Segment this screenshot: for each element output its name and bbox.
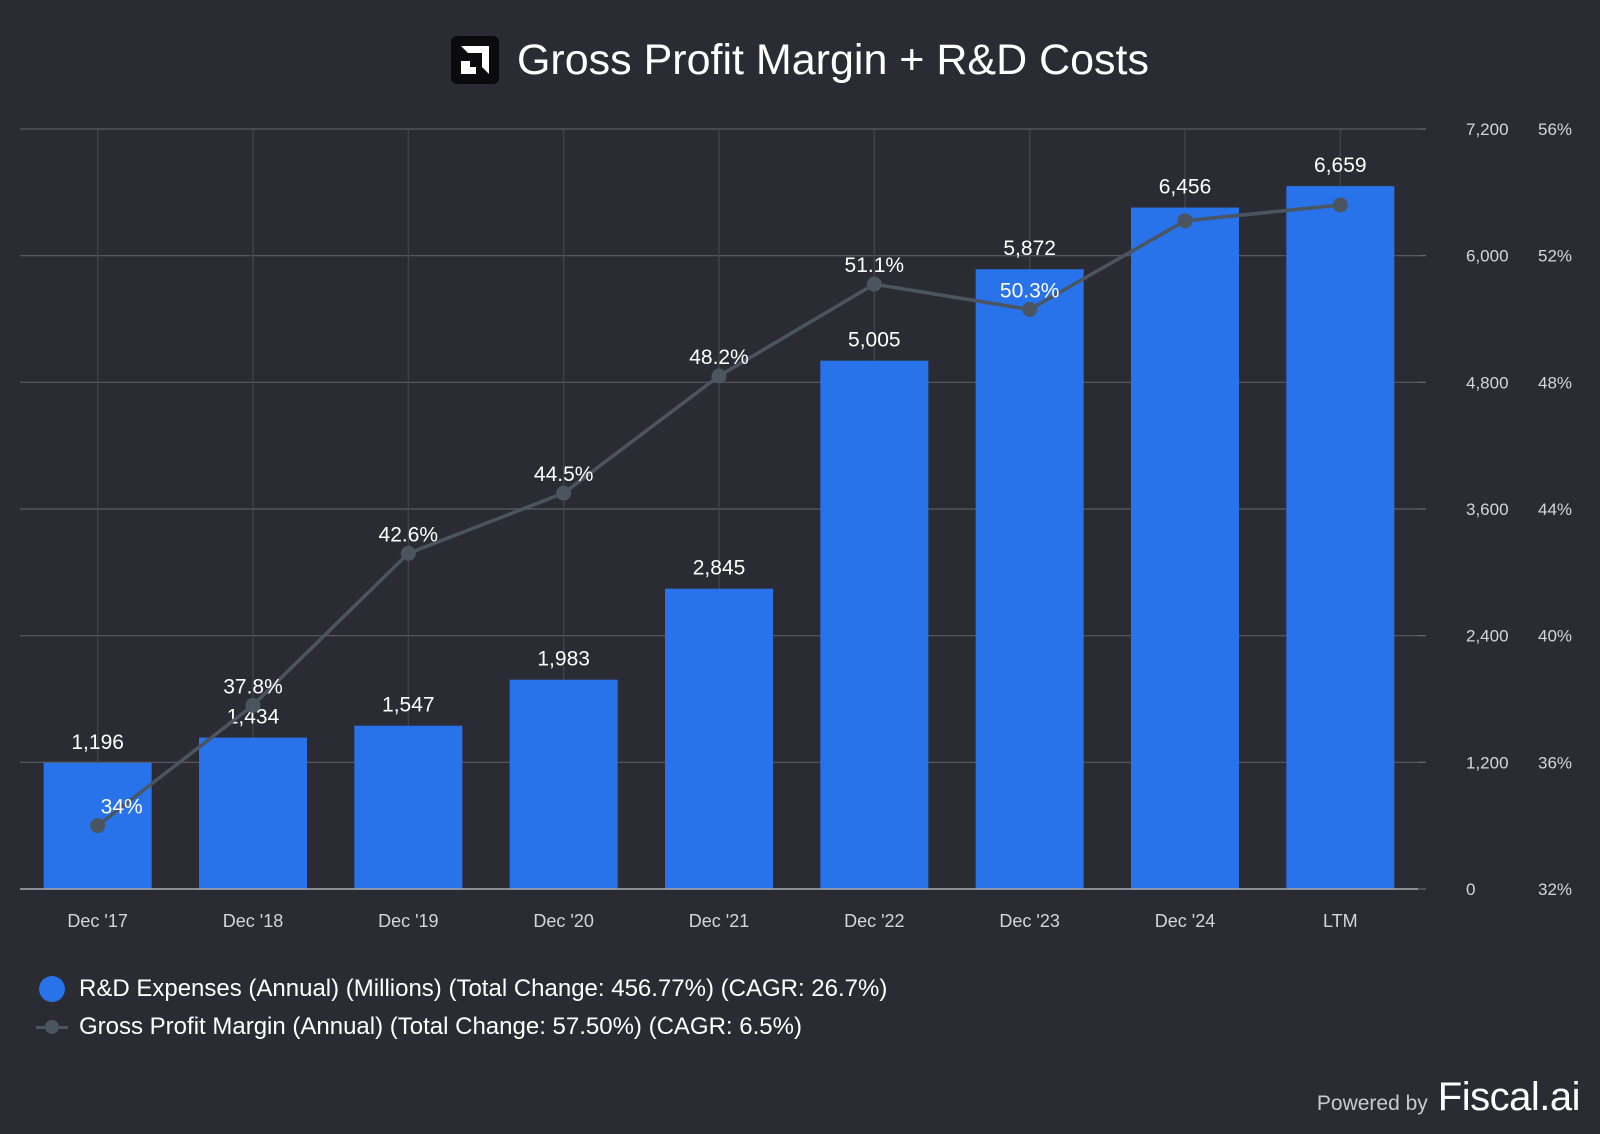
line-point <box>1177 213 1193 229</box>
legend-label: R&D Expenses (Annual) (Millions) (Total … <box>79 975 888 1002</box>
x-tick-label: LTM <box>1323 911 1358 931</box>
y-left-tick-label: 0 <box>1466 880 1475 899</box>
line-point <box>1332 197 1348 213</box>
x-tick-label: Dec '21 <box>689 911 749 931</box>
y-right-tick-label: 36% <box>1538 753 1572 772</box>
y-right-tick-label: 48% <box>1538 373 1572 392</box>
chart-title: Gross Profit Margin + R&D Costs <box>516 35 1150 84</box>
bar <box>975 269 1084 890</box>
legend-dot-icon <box>39 976 65 1002</box>
legend-label: Gross Profit Margin (Annual) (Total Chan… <box>79 1013 802 1040</box>
powered-by-text: Powered by <box>1316 1092 1428 1115</box>
bar <box>1131 207 1239 890</box>
x-tick-label: Dec '17 <box>67 911 127 931</box>
bar-value-label: 1,547 <box>382 694 435 717</box>
y-right-tick-label: 56% <box>1538 120 1572 139</box>
bar-value-label: 1,434 <box>227 706 280 729</box>
legend-line-icon <box>36 1014 68 1040</box>
y-left-tick-label: 1,200 <box>1466 753 1509 772</box>
bar <box>820 360 929 889</box>
chart-plot: 0 32% 1,200 36% 2,400 40% 3,600 44% 4,800 48% 6,00… <box>20 120 1572 931</box>
x-tick-label: Dec '23 <box>999 911 1059 931</box>
line-point <box>866 276 882 292</box>
brand-logo[interactable]: Fiscal.ai <box>1437 1075 1581 1119</box>
line-point <box>90 818 106 834</box>
chart-title-row: Gross Profit Margin + R&D Costs <box>0 30 1600 90</box>
bar-value-label: 6,456 <box>1159 176 1212 199</box>
y-left-tick-label: 2,400 <box>1466 627 1509 646</box>
x-tick-label: Dec '20 <box>533 911 593 931</box>
line-point <box>400 545 416 561</box>
bar-value-label: 1,196 <box>71 731 124 754</box>
line-point <box>245 697 261 713</box>
bar <box>509 679 618 889</box>
x-tick-label: Dec '19 <box>378 911 438 931</box>
bar-value-label: 5,872 <box>1003 237 1056 260</box>
line-value-label: 50.3% <box>1000 280 1060 303</box>
y-left-tick-label: 7,200 <box>1466 120 1509 139</box>
legend-item-gross-margin[interactable]: Gross Profit Margin (Annual) (Total Chan… <box>36 1008 887 1046</box>
bar-value-label: 1,983 <box>537 648 590 671</box>
y-right-tick-label: 40% <box>1538 627 1572 646</box>
x-tick-label: Dec '22 <box>844 911 904 931</box>
line-value-label: 37.8% <box>223 675 283 698</box>
y-right-tick-label: 44% <box>1538 500 1572 519</box>
x-tick-label: Dec '18 <box>223 911 283 931</box>
line-point <box>1022 302 1038 317</box>
bar <box>354 725 463 889</box>
bar <box>1286 186 1395 889</box>
bar <box>665 588 773 889</box>
line-value-label: 44.5% <box>534 463 594 486</box>
footer-attribution: Powered by Fiscal.ai <box>1316 1075 1581 1125</box>
legend-item-rd-expenses[interactable]: R&D Expenses (Annual) (Millions) (Total … <box>36 970 887 1008</box>
line-value-label: 42.6% <box>379 523 439 546</box>
bar <box>199 737 307 889</box>
line-point <box>711 368 727 384</box>
y-left-tick-label: 4,800 <box>1466 373 1509 392</box>
company-logo-icon <box>450 36 499 84</box>
y-left-tick-label: 6,000 <box>1466 247 1509 266</box>
y-right-tick-label: 52% <box>1538 247 1572 266</box>
y-right-tick-label: 32% <box>1538 880 1572 899</box>
line-point <box>556 485 572 501</box>
bar-value-label: 6,659 <box>1314 154 1367 177</box>
y-left-tick-label: 3,600 <box>1466 500 1509 519</box>
x-tick-label: Dec '24 <box>1155 911 1215 931</box>
line-value-label: 51.1% <box>845 254 905 277</box>
line-value-label: 48.2% <box>689 346 749 369</box>
chart-legend: R&D Expenses (Annual) (Millions) (Total … <box>36 970 887 1046</box>
line-value-label: 34% <box>101 796 143 819</box>
bar-value-label: 2,845 <box>693 557 746 580</box>
bar-value-label: 5,005 <box>848 329 901 352</box>
